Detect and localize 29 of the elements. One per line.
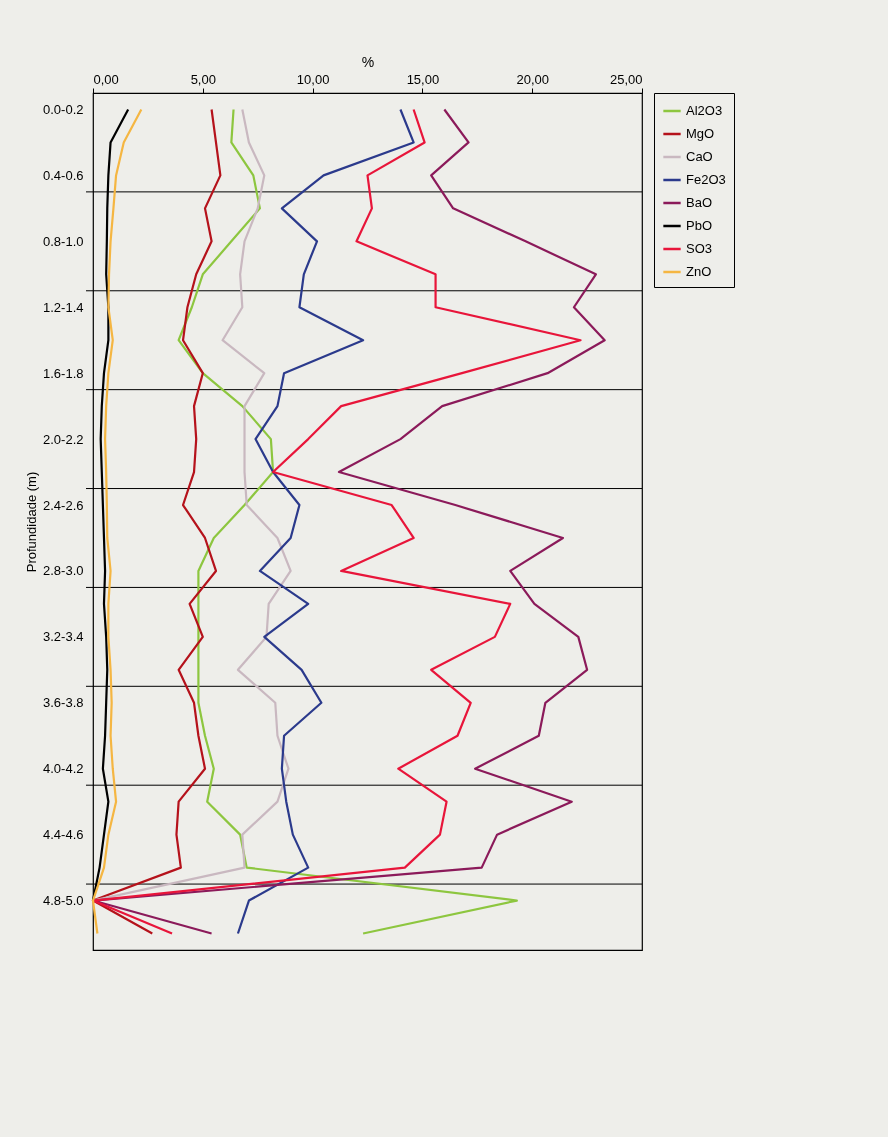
x-axis-title: % [361,53,375,70]
legend-label: MgO [686,126,715,141]
y-tick-label: 3.2-3.4 [43,629,84,645]
x-tick-label: 10,00 [296,71,330,87]
y-tick-label: 0.4-0.6 [43,167,84,183]
y-tick-label: 0.0-0.2 [43,101,84,117]
x-tick-label: 15,00 [406,71,440,87]
x-tick-label: 20,00 [516,71,549,87]
y-tick-label: 1.6-1.8 [43,365,84,381]
legend-label: CaO [686,149,713,164]
legend-label: Al2O3 [686,103,723,118]
y-tick-label: 4.0-4.2 [43,761,84,777]
x-tick-label: 5,00 [190,71,216,87]
y-tick-label: 3.6-3.8 [43,695,84,711]
x-tick-label: 25,00 [609,71,643,87]
y-tick-label: 1.2-1.4 [43,299,84,315]
legend-label: ZnO [686,264,712,279]
y-tick-label: 2.8-3.0 [43,563,84,579]
y-tick-label: 0.8-1.0 [43,233,84,249]
y-tick-label: 2.4-2.6 [43,497,84,513]
legend-label: Fe2O3 [686,172,726,187]
y-tick-label: 4.4-4.6 [43,827,84,843]
legend-label: SO3 [686,241,713,256]
y-tick-label: 4.8-5.0 [43,893,84,909]
y-axis-title: Profundidade (m) [24,471,40,573]
y-tick-label: 2.0-2.2 [43,431,84,447]
legend-label: BaO [686,195,713,210]
legend-label: PbO [686,218,713,233]
x-tick-label: 0,00 [93,71,119,87]
